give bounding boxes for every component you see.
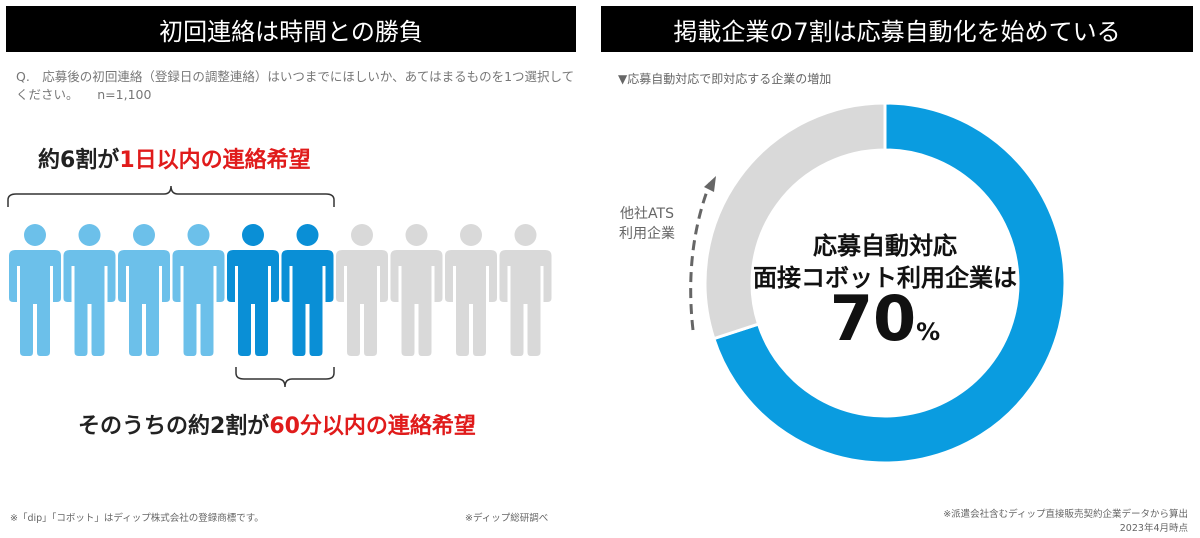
donut-chart: [703, 101, 1067, 465]
left-panel-title: 初回連絡は時間との勝負: [6, 6, 576, 52]
person-icon: [9, 224, 61, 356]
other-ats-label-line1: 他社ATS: [620, 206, 674, 222]
survey-question: Q. 応募後の初回連絡（登録日の調整連絡）はいつまでにほしいか、あてはまるものを…: [16, 69, 575, 102]
headline-bottom-highlight: 60分以内の連絡希望: [269, 414, 476, 439]
person-icon: [390, 224, 443, 356]
donut-center-unit: %: [916, 318, 941, 346]
donut-slice-kobot: [711, 101, 1067, 465]
person-icon: [336, 224, 388, 356]
growth-arrow-head: [704, 176, 716, 192]
other-ats-label: 他社ATS 利用企業: [612, 204, 682, 244]
right-subtitle: ▼応募自動対応で即対応する企業の増加: [618, 72, 832, 86]
person-icon: [499, 224, 552, 356]
person-icon: [63, 224, 116, 356]
right-footnote-line2: 2023年4月時点: [1119, 523, 1188, 534]
top-brace: [7, 185, 335, 207]
person-icon: [227, 224, 279, 356]
donut-center-line1: 応募自動対応: [813, 232, 957, 260]
person-icon: [172, 224, 225, 356]
trademark-note: ※「dip」「コボット」はディップ株式会社の登録商標です。: [10, 513, 264, 524]
donut-slice-other-ats: [703, 101, 887, 341]
other-ats-label-line2: 利用企業: [619, 226, 675, 242]
headline-top: 約6割が1日以内の連絡希望: [38, 142, 311, 174]
donut-center-line2: 面接コボット利用企業は: [753, 264, 1017, 292]
bottom-brace: [235, 367, 335, 388]
source-note: ※ディップ総研調べ: [465, 513, 549, 524]
headline-top-prefix: 約6割が: [38, 148, 120, 173]
right-panel-title: 掲載企業の7割は応募自動化を始めている: [601, 6, 1193, 52]
people-figures: [9, 224, 552, 356]
headline-bottom: そのうちの約2割が60分以内の連絡希望: [78, 408, 476, 440]
right-footnote-line1: ※派遣会社含むディップ直接販売契約企業データから算出: [943, 509, 1188, 520]
headline-bottom-prefix: そのうちの約2割が: [78, 414, 270, 439]
person-icon: [445, 224, 497, 356]
headline-top-highlight: 1日以内の連絡希望: [119, 148, 311, 173]
growth-arrow-dashed: [689, 182, 712, 331]
person-icon: [281, 224, 334, 356]
donut-center-value: 70%: [744, 284, 1026, 367]
person-icon: [118, 224, 170, 356]
right-footnote: ※派遣会社含むディップ直接販売契約企業データから算出 2023年4月時点: [943, 508, 1188, 536]
donut-center-number: 70: [829, 282, 917, 355]
